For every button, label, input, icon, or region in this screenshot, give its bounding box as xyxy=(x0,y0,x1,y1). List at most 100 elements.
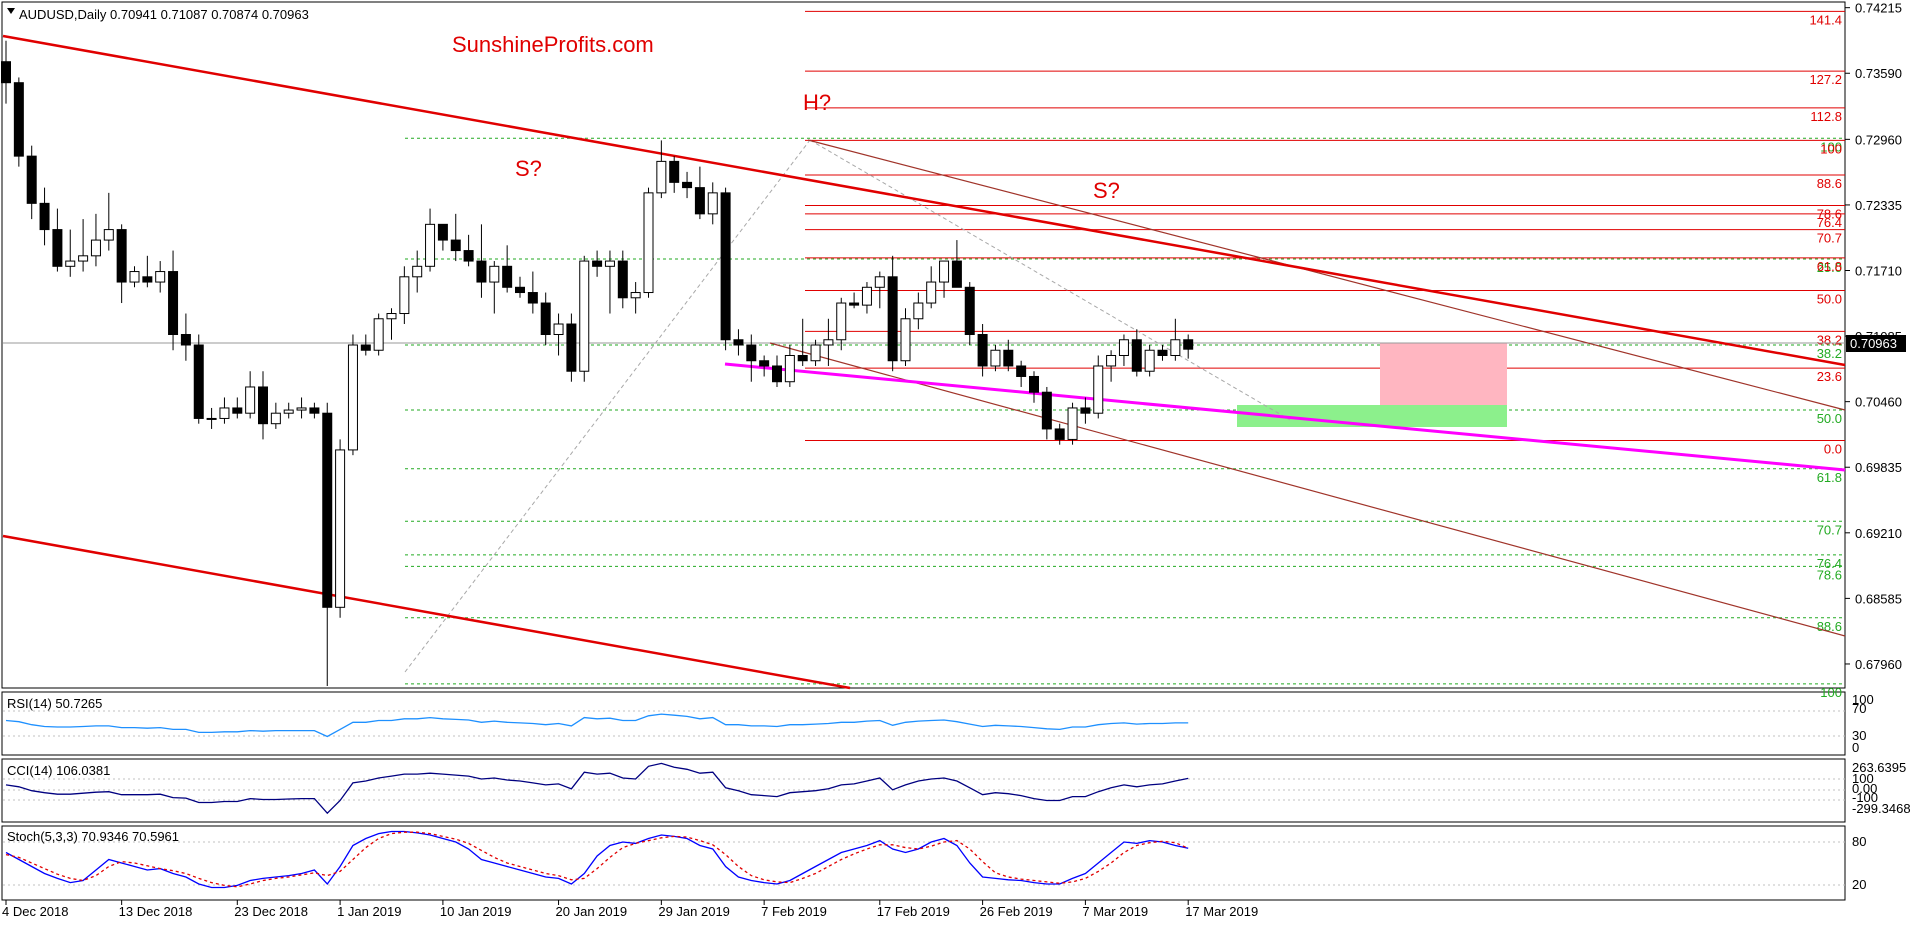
date-tick-label: 10 Jan 2019 xyxy=(440,904,512,919)
candle-body xyxy=(52,229,63,267)
candle-body xyxy=(1118,339,1129,356)
rsi-scale-label: 0 xyxy=(1852,740,1859,755)
price-tick-label: 0.72335 xyxy=(1855,198,1902,213)
candle-body xyxy=(180,334,191,346)
date-tick-label: 1 Jan 2019 xyxy=(337,904,401,919)
candle-body xyxy=(939,260,950,283)
candle-body xyxy=(1106,354,1117,367)
candle-body xyxy=(746,344,757,362)
candle-body xyxy=(784,354,795,383)
fib-green-label: 100 xyxy=(1820,685,1842,700)
fib-green-label: 61.8 xyxy=(1817,470,1842,485)
candle-body xyxy=(772,365,782,383)
cci-scale-label: 0.00 xyxy=(1852,781,1877,796)
candle-body xyxy=(309,407,320,414)
fib-red-label: 112.8 xyxy=(1810,109,1842,124)
candle-body xyxy=(990,349,1001,367)
candle-body xyxy=(283,409,294,414)
candle-body xyxy=(926,281,937,304)
candle-body xyxy=(335,449,346,608)
fib-green-label: 76.4 xyxy=(1817,556,1842,571)
candle-body xyxy=(39,202,50,231)
candle-body xyxy=(90,239,101,257)
candle-body xyxy=(193,344,204,419)
candle-body xyxy=(1183,339,1194,350)
candle-body xyxy=(515,286,525,294)
fib-green-label: 100 xyxy=(1820,139,1842,154)
date-tick-label: 17 Feb 2019 xyxy=(877,904,950,919)
candle-body xyxy=(836,302,847,341)
support-zone-green xyxy=(1237,405,1507,427)
cci-label: CCI(14) 106.0381 xyxy=(7,763,110,778)
red-channel-upper xyxy=(2,34,1846,367)
candle-body xyxy=(412,265,423,278)
candle-body xyxy=(1067,407,1078,440)
date-tick-label: 7 Mar 2019 xyxy=(1082,904,1148,919)
fib-red-label: 23.6 xyxy=(1817,369,1842,384)
candle-body xyxy=(1003,349,1014,367)
annotation-left-shoulder: S? xyxy=(515,156,542,181)
thin-channel-upper xyxy=(807,139,1846,411)
candle-body xyxy=(322,412,333,608)
current-price-label: 0.70963 xyxy=(1850,336,1897,351)
candle-body xyxy=(797,354,808,362)
candle-body xyxy=(258,386,268,425)
candle-body xyxy=(437,223,448,241)
candle-body xyxy=(720,192,731,341)
date-tick-label: 17 Mar 2019 xyxy=(1185,904,1258,919)
candle-body xyxy=(1,61,11,84)
fib-red-label: 70.7 xyxy=(1817,231,1842,246)
candle-body xyxy=(1144,349,1155,372)
date-tick-label: 29 Jan 2019 xyxy=(658,904,730,919)
candle-body xyxy=(386,313,397,320)
candle-body xyxy=(810,344,821,362)
fib-red-label: 141.4 xyxy=(1809,12,1842,27)
candle-body xyxy=(78,255,89,262)
fib-green-label: 50.0 xyxy=(1817,411,1842,426)
candle-body xyxy=(707,192,718,215)
dashed-trend-down xyxy=(809,139,1291,421)
cci-scale-label: -299.3468 xyxy=(1852,801,1911,816)
candle-body xyxy=(1041,391,1052,430)
candle-body xyxy=(604,260,615,267)
candle-body xyxy=(232,407,243,414)
brand-watermark: SunshineProfits.com xyxy=(452,32,654,57)
cci-scale-label: 100 xyxy=(1852,771,1874,786)
candle-body xyxy=(26,155,37,204)
resistance-zone-pink xyxy=(1380,343,1507,405)
fib-red-label: 38.2 xyxy=(1817,332,1842,347)
candle-body xyxy=(1131,339,1142,372)
rsi-scale-label: 30 xyxy=(1852,728,1866,743)
candle-body xyxy=(887,276,898,362)
price-tick-label: 0.71710 xyxy=(1855,264,1902,279)
stoch-label: Stoch(5,3,3) 70.9346 70.5961 xyxy=(7,829,179,844)
date-tick-label: 13 Dec 2018 xyxy=(119,904,193,919)
candle-body xyxy=(425,223,436,267)
fib-red-label: 0.0 xyxy=(1824,441,1842,456)
candle-body xyxy=(1170,339,1181,356)
fib-red-label: 61.8 xyxy=(1817,259,1842,274)
candle-body xyxy=(579,260,590,372)
candle-body xyxy=(553,323,564,336)
stoch-d-line xyxy=(5,831,1189,888)
fib-green-label: 38.2 xyxy=(1817,346,1842,361)
annotation-right-shoulder: S? xyxy=(1093,178,1120,203)
candle-body xyxy=(566,323,577,372)
candle-body xyxy=(1093,365,1104,414)
candle-body xyxy=(630,292,641,299)
stoch-scale-label: 20 xyxy=(1852,877,1866,892)
date-tick-label: 26 Feb 2019 xyxy=(980,904,1053,919)
fib-red-lines: 141.4127.2112.810088.678.676.470.761.850… xyxy=(805,10,1845,456)
menu-triangle-icon[interactable] xyxy=(7,8,15,14)
candle-body xyxy=(1054,428,1065,440)
date-tick-label: 23 Dec 2018 xyxy=(234,904,308,919)
candle-body xyxy=(964,286,975,336)
red-channel-lower xyxy=(2,534,851,690)
candle-body xyxy=(733,339,744,346)
candle-body xyxy=(861,286,872,306)
rsi-scale-label: 100 xyxy=(1852,692,1874,707)
rsi-scale-label: 70 xyxy=(1852,701,1866,716)
